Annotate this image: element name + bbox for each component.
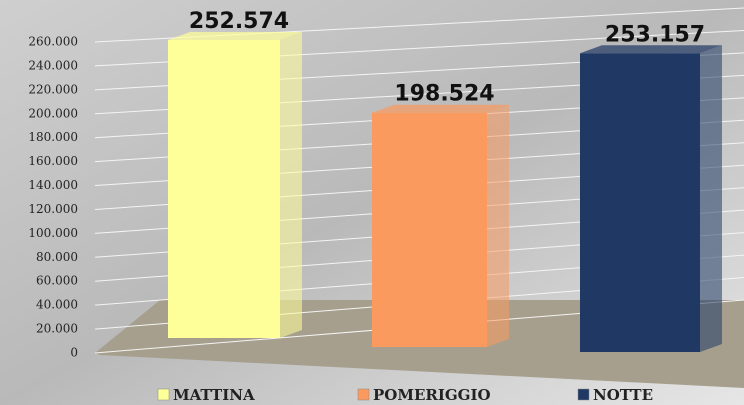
legend-label: MATTINA: [173, 386, 255, 404]
y-tick-label: 240.000: [28, 58, 78, 72]
legend-swatch: [157, 388, 170, 401]
y-tick-label: 100.000: [28, 226, 78, 240]
bar-side: [487, 104, 509, 348]
y-tick-label: 80.000: [36, 250, 78, 264]
legend-swatch: [357, 388, 370, 401]
bar-side: [700, 45, 722, 352]
legend-label: NOTTE: [593, 386, 653, 404]
bar: [168, 39, 280, 339]
legend-swatch: [577, 388, 590, 401]
y-tick-label: 20.000: [36, 322, 78, 336]
bar: [580, 53, 700, 352]
y-tick-label: 200.000: [28, 106, 78, 120]
y-tick-label: 120.000: [28, 202, 78, 216]
legend-label: POMERIGGIO: [373, 386, 491, 404]
y-tick-label: 160.000: [28, 154, 78, 168]
value-label: 253.157: [605, 22, 705, 47]
value-label: 198.524: [394, 82, 494, 107]
y-tick-label: 180.000: [28, 130, 78, 144]
y-tick-label: 60.000: [36, 274, 78, 288]
y-tick-label: 140.000: [28, 178, 78, 192]
bar-top: [168, 31, 302, 40]
bar-side: [280, 31, 302, 339]
value-label: 252.574: [189, 9, 289, 34]
y-tick-label: 220.000: [28, 82, 78, 96]
y-tick-label: 40.000: [36, 298, 78, 312]
bar-top: [580, 45, 722, 54]
bar: [372, 112, 487, 348]
y-tick-label: 0: [70, 346, 78, 360]
bar-top: [372, 104, 509, 113]
y-tick-label: 260.000: [28, 35, 78, 49]
